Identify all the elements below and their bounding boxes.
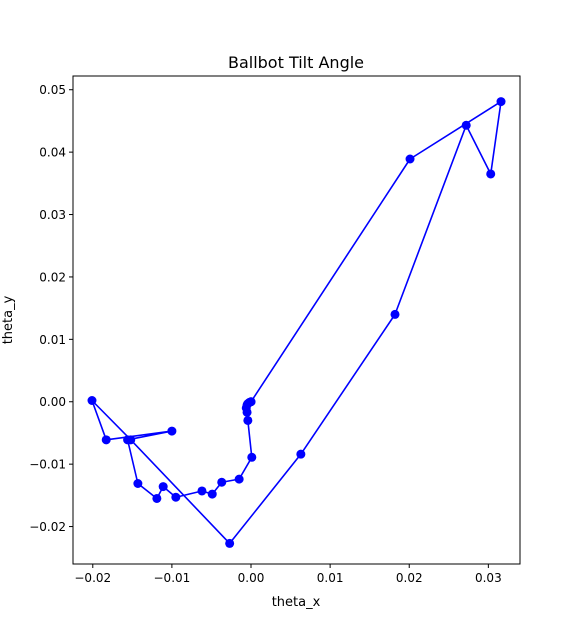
data-point (496, 97, 506, 107)
x-tick-label: 0.00 (238, 571, 265, 585)
axes-frame (72, 75, 521, 565)
data-point (247, 452, 257, 462)
plot-area (87, 97, 506, 548)
y-tick-label: −0.01 (29, 458, 66, 472)
data-point (243, 415, 253, 425)
data-point (225, 538, 235, 548)
y-tick-label: 0.04 (39, 146, 66, 160)
x-tick-label: 0.01 (317, 571, 344, 585)
data-point (158, 482, 168, 492)
x-tick-label: −0.01 (154, 571, 191, 585)
data-point (101, 435, 111, 445)
y-tick-label: 0.03 (39, 208, 66, 222)
y-tick-label: 0.05 (39, 83, 66, 97)
data-point (217, 477, 227, 487)
data-point (133, 478, 143, 488)
data-point (197, 486, 207, 496)
data-point (207, 489, 217, 499)
data-point (126, 435, 136, 445)
x-axis-label: theta_x (272, 595, 321, 610)
y-axis: −0.02 −0.01 0.00 0.01 0.02 0.03 0.04 0.05 (29, 83, 73, 534)
y-tick-label: 0.02 (39, 270, 66, 284)
x-tick-label: 0.02 (396, 571, 423, 585)
y-tick-label: 0.01 (39, 333, 66, 347)
data-point (296, 449, 306, 459)
x-tick-label: 0.03 (475, 571, 502, 585)
data-point (87, 396, 97, 406)
data-point (405, 154, 415, 164)
data-point (390, 309, 400, 319)
data-point (152, 493, 162, 503)
x-axis: −0.02 −0.01 0.00 0.01 0.02 0.03 (74, 564, 502, 585)
chart-title: Ballbot Tilt Angle (228, 53, 364, 72)
data-point (171, 492, 181, 502)
data-point (167, 426, 177, 436)
data-point (242, 407, 252, 417)
data-point (246, 397, 256, 407)
y-axis-label: theta_y (1, 295, 16, 344)
data-point (234, 474, 244, 484)
data-point (461, 120, 471, 130)
x-tick-label: −0.02 (74, 571, 111, 585)
data-point (486, 169, 496, 179)
y-tick-label: −0.02 (29, 520, 66, 534)
y-tick-label: 0.00 (39, 395, 66, 409)
